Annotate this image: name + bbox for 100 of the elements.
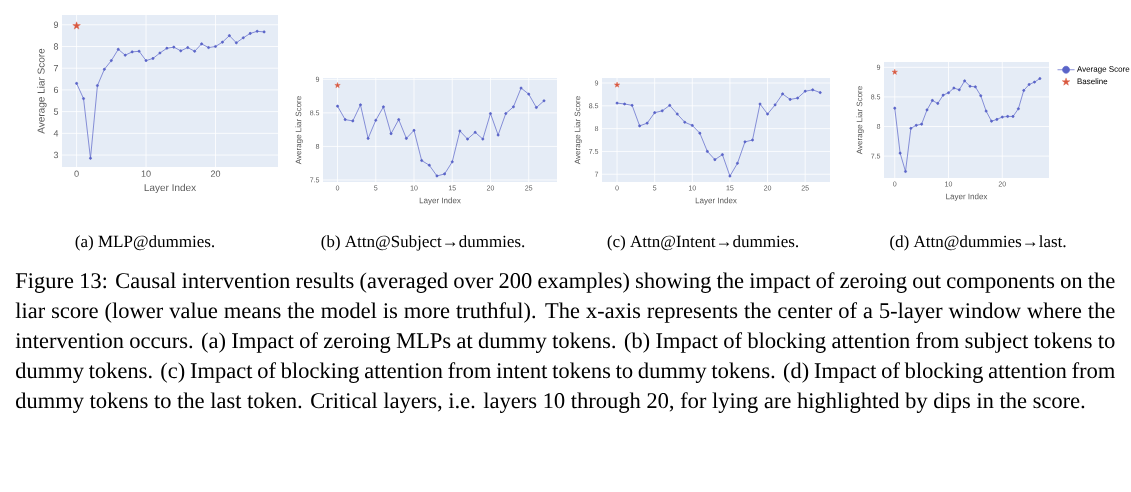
text: (c) Attn@Intent→dummies. — [607, 235, 799, 251]
point — [534, 106, 538, 109]
point — [638, 124, 642, 128]
point — [351, 119, 355, 123]
point — [458, 129, 462, 133]
point — [116, 47, 120, 51]
point — [891, 68, 898, 75]
point — [803, 89, 807, 93]
point — [404, 136, 408, 140]
point — [941, 93, 945, 97]
point — [450, 160, 454, 164]
point — [773, 103, 777, 107]
y-tick-label: 4 — [53, 130, 59, 137]
point — [95, 84, 99, 88]
point — [675, 112, 679, 116]
point — [489, 112, 492, 116]
point — [255, 29, 259, 33]
point — [496, 133, 500, 137]
point — [781, 92, 785, 96]
y-axis-title: Average Liar Score — [574, 96, 582, 165]
point — [542, 99, 546, 103]
point — [412, 128, 416, 132]
point — [995, 117, 999, 121]
point — [920, 122, 924, 126]
y-tick-label: 7 — [53, 65, 59, 72]
point — [186, 46, 190, 50]
y-axis-title: Average Liar Score — [295, 96, 303, 165]
point — [898, 151, 902, 155]
point — [420, 159, 424, 162]
y-tick-label: 5 — [53, 108, 59, 115]
point — [527, 92, 531, 96]
text: (a) MLP@dummies. — [75, 235, 215, 251]
point — [89, 156, 92, 160]
point — [743, 140, 747, 144]
point — [630, 103, 634, 107]
point — [766, 112, 770, 116]
point — [925, 108, 929, 112]
legend-label: Baseline — [1077, 78, 1108, 85]
point — [200, 42, 204, 46]
point — [1022, 88, 1026, 92]
y-axis-title: Average Liar Score — [856, 86, 864, 155]
point — [1027, 83, 1031, 86]
point — [893, 106, 897, 110]
point — [359, 103, 362, 107]
legend-label: Average Score — [1076, 66, 1130, 74]
point — [397, 118, 401, 122]
text: (b) Attn@Subject→dummies. — [321, 235, 525, 251]
point — [234, 41, 238, 45]
point — [102, 67, 106, 71]
point — [728, 174, 732, 178]
point — [1033, 80, 1036, 84]
point — [736, 161, 739, 165]
point — [511, 105, 515, 109]
point — [334, 82, 341, 88]
point — [818, 91, 822, 95]
point — [698, 131, 702, 135]
y-tick-label: 8 — [53, 43, 59, 50]
point — [466, 137, 469, 141]
point — [366, 136, 370, 140]
point — [179, 49, 183, 53]
text: (d) Attn@dummies→last. — [890, 235, 1066, 251]
x-axis-title: Layer Index — [144, 183, 197, 194]
point — [957, 88, 961, 92]
point — [963, 79, 967, 83]
point — [151, 56, 155, 60]
point — [504, 112, 508, 116]
point — [990, 119, 993, 123]
point — [158, 51, 162, 55]
point — [137, 49, 141, 53]
point — [904, 170, 907, 173]
point — [705, 149, 709, 153]
point — [144, 59, 148, 63]
point — [623, 102, 627, 106]
point — [615, 101, 619, 105]
caption: Figure 13: Causal intervention results (averaged over 200 examples) showing the impact of zeroing out components on the liar score (lower value means the model is more truthful). The x-axis represents the center of a 5-layer window where the intervention occurs. (a) Impact of zeroing MLPs at dummy tokens. (b) Impact of blocking attention from subject tokens to dummy tokens. (c) Impact of blocking attention from intent tokens to dummy tokens. (d) Impact of blocking attention from dummy tokens to the last token. Critical layers, i.e. layers 10 through 20, for lying are highlighted by dips in the score. — [15, 272, 1115, 413]
x-tick-label: 0 — [74, 170, 79, 177]
point — [481, 137, 485, 141]
point — [241, 36, 245, 40]
point — [758, 102, 762, 106]
point — [381, 105, 385, 109]
point — [1006, 115, 1010, 118]
point — [123, 53, 127, 57]
point — [427, 163, 431, 167]
point — [683, 120, 687, 124]
x-tick-label: 10 — [141, 170, 151, 177]
point — [952, 86, 956, 90]
point — [1038, 77, 1042, 81]
point — [614, 81, 620, 88]
point — [645, 121, 649, 125]
point — [720, 153, 724, 157]
point — [193, 49, 197, 53]
point — [788, 97, 792, 101]
point — [435, 174, 439, 178]
x-axis-title: Layer Index — [946, 193, 988, 201]
point — [165, 46, 169, 50]
point — [82, 97, 85, 101]
x-tick-label: 20 — [210, 170, 221, 177]
x-axis-title: Layer Index — [419, 197, 461, 205]
point — [72, 21, 81, 30]
point — [668, 103, 672, 107]
